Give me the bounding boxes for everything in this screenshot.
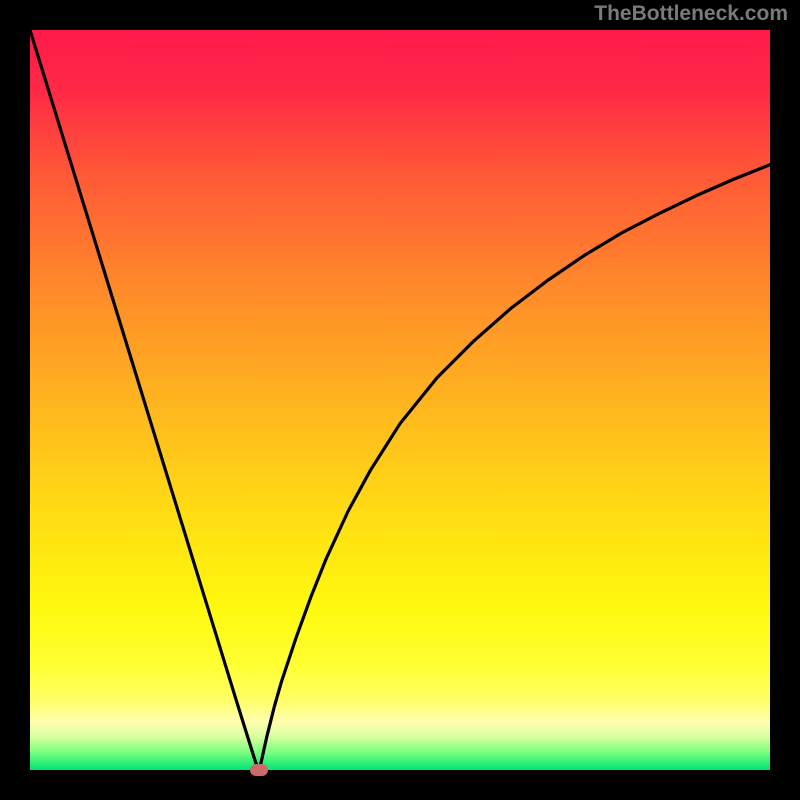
bottleneck-curve xyxy=(30,30,770,770)
minimum-point-marker xyxy=(250,764,268,776)
attribution-label: TheBottleneck.com xyxy=(594,2,788,26)
plot-area xyxy=(30,30,770,770)
chart-container: TheBottleneck.com xyxy=(0,0,800,800)
